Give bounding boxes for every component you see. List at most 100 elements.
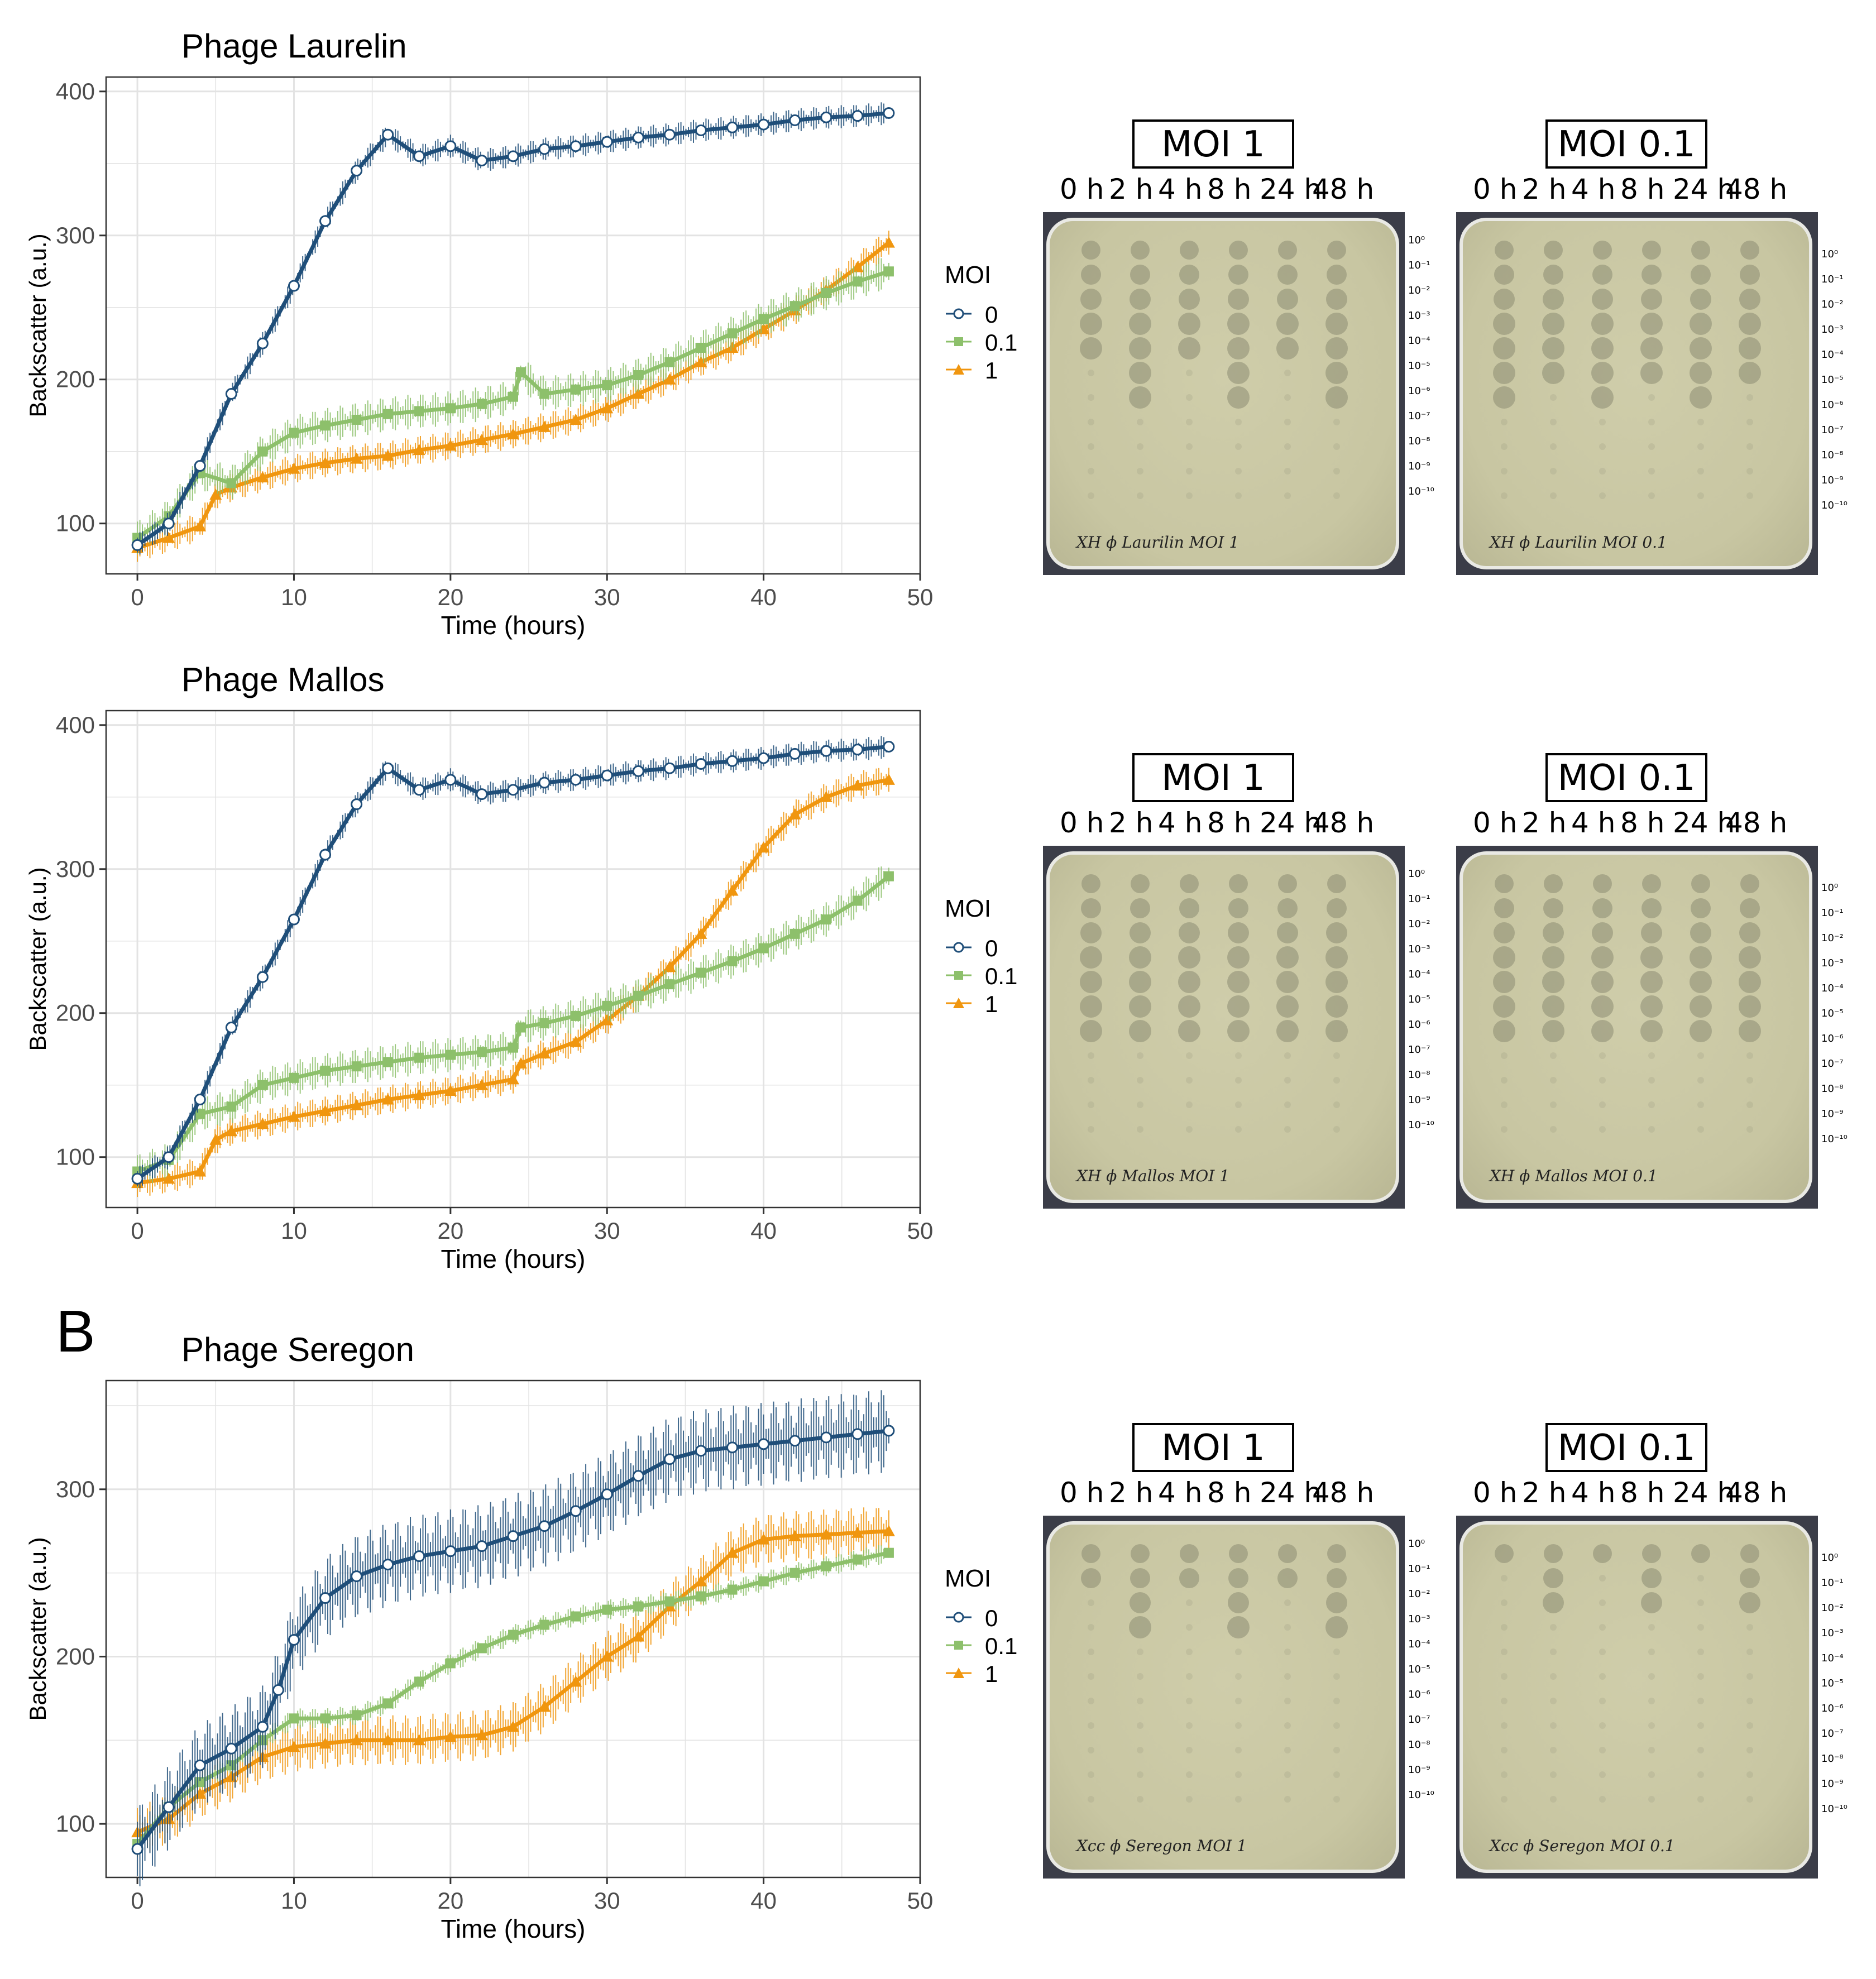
plate-handwritten-label: XH ϕ Mallos MOI 0.1 bbox=[1490, 1167, 1658, 1185]
data-point bbox=[633, 1601, 644, 1612]
plaque-spot bbox=[1690, 289, 1711, 310]
dilution-label: 10⁻⁶ bbox=[1821, 399, 1844, 411]
plaque-spot bbox=[1327, 241, 1346, 260]
plaque-spot bbox=[1178, 995, 1200, 1018]
plaque-spot bbox=[1642, 265, 1662, 285]
plaque-spot bbox=[1740, 1568, 1760, 1588]
data-point bbox=[632, 387, 645, 399]
timepoint-label: 48 h bbox=[1312, 807, 1375, 839]
plaque-spot bbox=[1130, 289, 1151, 310]
plaque-spot bbox=[1493, 362, 1515, 384]
plaque-spot bbox=[1648, 1126, 1655, 1133]
legend-key-marker bbox=[953, 364, 964, 375]
plaque-spot bbox=[1648, 1673, 1655, 1680]
plaque-spot bbox=[1186, 1126, 1193, 1133]
data-point bbox=[601, 769, 613, 782]
data-point bbox=[507, 784, 519, 796]
plaque-spot bbox=[1740, 265, 1760, 285]
plaque-spot bbox=[1599, 1698, 1606, 1704]
plaque-spot bbox=[1284, 1771, 1291, 1778]
data-point bbox=[883, 1425, 895, 1437]
plaque-spot bbox=[1591, 995, 1614, 1018]
plaque-spot bbox=[1130, 898, 1150, 918]
data-point bbox=[539, 1018, 550, 1028]
data-point bbox=[225, 1742, 237, 1755]
dilution-label: 10⁻⁴ bbox=[1821, 349, 1844, 361]
legend-title: MOI bbox=[945, 895, 992, 922]
dilution-label: 10⁻¹ bbox=[1821, 1577, 1844, 1589]
legend: MOI 0 0.1 1 bbox=[945, 1565, 1028, 1699]
dilution-label: 10⁻⁹ bbox=[1821, 1108, 1844, 1120]
plaque-spot bbox=[1697, 1747, 1704, 1753]
legend-key bbox=[946, 971, 972, 980]
data-point bbox=[476, 155, 488, 167]
plaque-spot bbox=[1501, 1052, 1508, 1059]
dilution-label: 10⁻⁴ bbox=[1821, 983, 1844, 994]
data-point bbox=[320, 1065, 331, 1076]
plaque-spot bbox=[1235, 1673, 1242, 1680]
data-point bbox=[445, 1050, 456, 1060]
plaque-spot bbox=[1592, 289, 1613, 310]
timepoint-label: 0 h bbox=[1473, 1477, 1518, 1509]
dilution-label: 10⁻⁸ bbox=[1821, 1083, 1844, 1095]
data-point bbox=[883, 1547, 894, 1558]
plaque-spot bbox=[1129, 1616, 1151, 1638]
plaque-spot bbox=[1501, 1649, 1508, 1655]
plaque-spot bbox=[1739, 337, 1761, 360]
legend: MOI 0 0.1 1 bbox=[945, 261, 1028, 395]
data-point bbox=[413, 1089, 425, 1100]
plaque-spot bbox=[1697, 1796, 1704, 1803]
x-tick-label: 20 bbox=[437, 1218, 463, 1244]
plaque-spot bbox=[1593, 874, 1612, 893]
plaque-spot bbox=[1186, 443, 1193, 450]
plaque-spot bbox=[1284, 419, 1291, 425]
moi-title-box: MOI 0.1 bbox=[1545, 119, 1707, 169]
plaque-spot bbox=[1327, 1544, 1346, 1563]
plaque-spot bbox=[1543, 265, 1563, 285]
plaque-spot bbox=[1697, 1052, 1704, 1059]
plaque-spot bbox=[1284, 1649, 1291, 1655]
x-axis-label: Time (hours) bbox=[441, 1914, 586, 1943]
data-point bbox=[507, 1530, 519, 1542]
plaque-spot bbox=[1284, 1126, 1291, 1133]
data-point bbox=[758, 314, 769, 324]
plaque-spot bbox=[1081, 265, 1101, 285]
plaque-spot bbox=[1739, 289, 1760, 310]
plaque-spot bbox=[1180, 874, 1199, 893]
dilution-label: 10⁻³ bbox=[1821, 1627, 1844, 1639]
plaque-spot bbox=[1130, 265, 1150, 285]
plaque-spot bbox=[1080, 922, 1102, 943]
y-axis-label: Backscatter (a.u.) bbox=[25, 233, 51, 417]
legend-key bbox=[946, 337, 972, 346]
data-point bbox=[539, 1619, 550, 1630]
plaque-spot bbox=[1550, 1052, 1557, 1059]
plaque-spot bbox=[1648, 443, 1655, 450]
dilution-label: 10⁻¹⁰ bbox=[1408, 486, 1434, 497]
plaque-spot bbox=[1088, 443, 1094, 450]
x-tick-label: 10 bbox=[281, 584, 307, 610]
data-point bbox=[851, 110, 864, 122]
plaque-spot bbox=[1550, 1747, 1557, 1753]
plaque-spot bbox=[1697, 492, 1704, 499]
legend-key bbox=[946, 998, 972, 1008]
plaque-spot bbox=[1542, 313, 1564, 335]
plaque-spot bbox=[1333, 1101, 1340, 1108]
data-point bbox=[444, 1545, 457, 1558]
plaque-spot bbox=[1137, 1698, 1143, 1704]
plaque-spot bbox=[1648, 1052, 1655, 1059]
plaque-spot bbox=[1088, 1722, 1094, 1729]
plaque-spot bbox=[1131, 241, 1150, 260]
dilution-label: 10⁻¹⁰ bbox=[1821, 500, 1848, 511]
data-point bbox=[663, 128, 676, 141]
plaque-spot bbox=[1648, 1624, 1655, 1631]
plaque-spot bbox=[1277, 1568, 1298, 1588]
legend-entry: 0.1 bbox=[945, 329, 1028, 356]
data-point bbox=[883, 107, 895, 119]
plaque-spot bbox=[1641, 922, 1662, 943]
data-point bbox=[288, 1633, 300, 1646]
plaque-spot bbox=[1333, 1796, 1340, 1803]
plaque-spot bbox=[1325, 1616, 1348, 1638]
plaque-spot bbox=[1501, 1796, 1508, 1803]
data-point bbox=[663, 1453, 676, 1465]
chart-seregon: Phage Seregon 0 10 20 30 40 50 100 200 300 Time (… bbox=[25, 1331, 933, 1943]
